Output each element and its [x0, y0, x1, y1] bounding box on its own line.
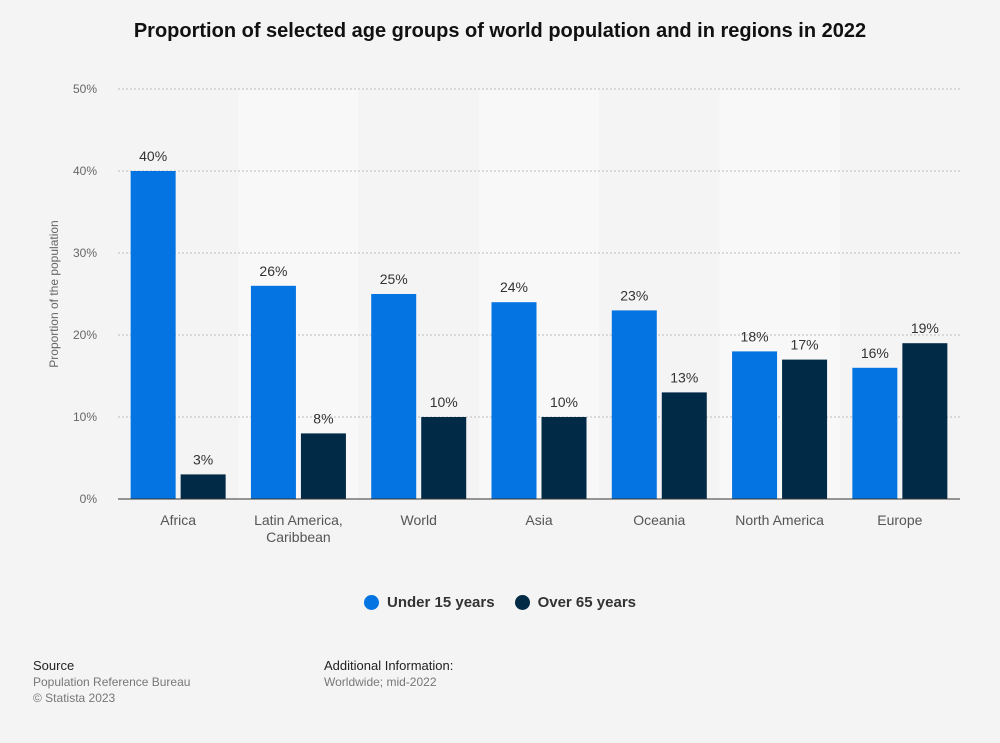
data-label-over-65: 8%: [313, 410, 333, 426]
data-label-over-65: 3%: [193, 451, 213, 467]
data-label-under-15: 23%: [620, 287, 648, 303]
data-label-under-15: 18%: [741, 328, 769, 344]
legend-label-over-65: Over 65 years: [537, 594, 636, 611]
bar-over-65[interactable]: [180, 474, 226, 499]
data-labels: 40% 3% 26% 8% 25% 10% 24% 10% 23% 13% 18% 17% 16% 19%: [139, 148, 939, 467]
source-name[interactable]: Population Reference Bureau: [33, 675, 191, 689]
data-label-under-15: 26%: [259, 263, 287, 279]
legend-dot-under-15: [364, 595, 379, 610]
x-category-label: World: [401, 512, 437, 528]
data-label-over-65: 13%: [670, 369, 698, 385]
bars: [130, 171, 948, 499]
source-block: Source Population Reference Bureau © Sta…: [33, 658, 190, 706]
bar-over-65[interactable]: [541, 417, 587, 499]
source-heading: Source: [33, 658, 75, 673]
data-label-under-15: 25%: [380, 271, 408, 287]
x-category-label: Asia: [525, 512, 552, 528]
x-category-label: Africa: [160, 512, 196, 528]
bar-over-65[interactable]: [782, 359, 828, 499]
bar-under-15[interactable]: [130, 171, 176, 499]
x-category-label: North America: [735, 512, 824, 528]
data-label-under-15: 16%: [861, 345, 889, 361]
y-tick-label: 40%: [73, 164, 97, 178]
y-tick-label: 50%: [73, 82, 97, 96]
y-tick-label: 20%: [73, 328, 97, 342]
bar-under-15[interactable]: [732, 351, 778, 499]
legend: Under 15 years Over 65 years: [0, 594, 1000, 611]
legend-item-under-15[interactable]: Under 15 years: [364, 594, 495, 611]
bar-under-15[interactable]: [611, 310, 657, 499]
legend-dot-over-65: [514, 595, 530, 610]
x-axis-categories: Africa Latin America, Caribbean World Asia Oc…: [160, 512, 922, 545]
y-tick-label: 0%: [80, 492, 98, 506]
additional-info-block: Additional Information: Worldwide; mid-2…: [324, 658, 453, 690]
bar-over-65[interactable]: [300, 433, 346, 499]
y-axis-label: Proportion of the population: [47, 220, 61, 367]
additional-info-text: Worldwide; mid-2022: [324, 675, 437, 689]
legend-item-over-65[interactable]: Over 65 years: [514, 594, 636, 611]
data-label-over-65: 10%: [430, 394, 458, 410]
y-axis-ticks: 0% 10% 20% 30% 40% 50%: [73, 82, 97, 506]
data-label-over-65: 10%: [550, 394, 578, 410]
legend-label-under-15: Under 15 years: [387, 594, 495, 611]
bar-under-15[interactable]: [371, 294, 417, 499]
bar-over-65[interactable]: [421, 417, 467, 499]
x-category-label: Latin America, Caribbean: [254, 512, 343, 545]
bar-under-15[interactable]: [250, 285, 296, 499]
y-tick-label: 10%: [73, 410, 97, 424]
bar-over-65[interactable]: [661, 392, 707, 499]
data-label-over-65: 19%: [911, 320, 939, 336]
bar-under-15[interactable]: [491, 302, 537, 499]
y-tick-label: 30%: [73, 246, 97, 260]
copyright[interactable]: © Statista 2023: [33, 691, 116, 705]
bar-under-15[interactable]: [852, 367, 898, 499]
data-label-under-15: 40%: [139, 148, 167, 164]
x-category-label: Europe: [877, 512, 922, 528]
chart-title: Proportion of selected age groups of wor…: [133, 20, 867, 42]
additional-info-heading: Additional Information:: [324, 658, 454, 673]
data-label-under-15: 24%: [500, 279, 528, 295]
data-label-over-65: 17%: [791, 337, 819, 353]
bar-chart: 0% 10% 20% 30% 40% 50% Proportion of the popu…: [47, 82, 960, 545]
bar-over-65[interactable]: [902, 343, 948, 499]
x-category-label: Oceania: [633, 512, 685, 528]
